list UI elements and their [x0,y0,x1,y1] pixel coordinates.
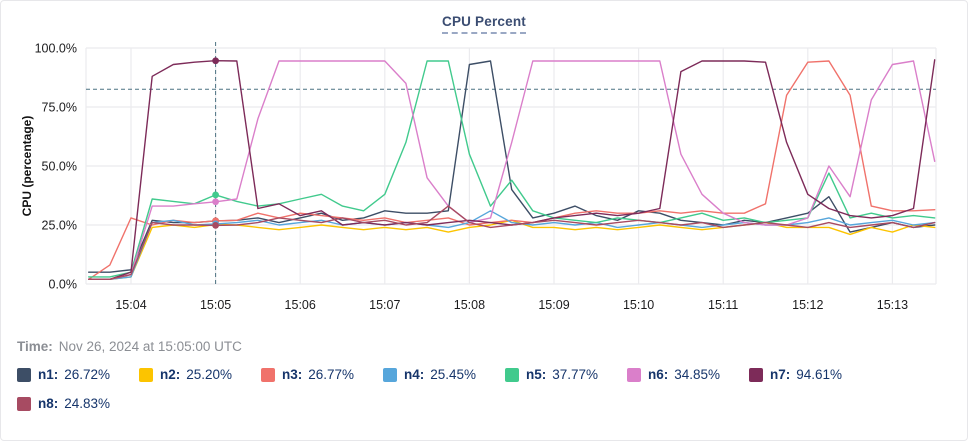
time-value: Nov 26, 2024 at 15:05:00 UTC [58,339,242,354]
legend-item-n4[interactable]: n4: 25.45% [383,365,505,384]
legend-item-n5[interactable]: n5: 37.77% [505,365,627,384]
legend-item-n2[interactable]: n2: 25.20% [139,365,261,384]
crosshair-dot-n5 [212,191,220,199]
legend-series-value: 25.45% [430,367,477,382]
legend-item-n6[interactable]: n6: 34.85% [627,365,749,384]
legend-series-value: 34.85% [674,367,721,382]
legend-series-value: 24.83% [64,396,111,411]
crosshair-dot-n6 [212,198,220,206]
legend-series-value: 26.77% [308,367,355,382]
legend-swatch-n4 [383,367,397,382]
y-tick-label: 0.0% [49,278,78,292]
legend-swatch-n5 [505,367,519,382]
chart-title-row: CPU Percent [1,13,967,34]
legend-item-n7[interactable]: n7: 94.61% [749,365,871,384]
legend-series-name: n2: [160,367,181,382]
cpu-chart[interactable]: 0.0% 25.0% 50.0% 75.0% 100.0% 15:04 15:05 15:06… [1,1,967,323]
series-line-n4 [87,210,936,280]
series-line-n6 [87,60,936,280]
series-line-n8 [87,205,936,280]
x-tick-label: 15:08 [454,298,485,312]
legend-series-name: n4: [404,367,425,382]
x-tick-label: 15:09 [538,298,569,312]
legend-swatch-n8 [17,396,31,411]
legend-series-value: 25.20% [186,367,233,382]
legend-item-n3[interactable]: n3: 26.77% [261,365,383,384]
x-tick-label: 15:04 [115,298,146,312]
legend-swatch-n3 [261,367,275,382]
x-tick-label: 15:07 [369,298,400,312]
x-tick-label: 15:10 [623,298,654,312]
legend: n1: 26.72% n2: 25.20% n3: 26.77% n4: 25.45% n5: 3… [17,365,951,413]
series-line-n3 [87,60,936,280]
time-row: Time: Nov 26, 2024 at 15:05:00 UTC [17,339,242,354]
x-tick-label: 15:06 [285,298,316,312]
chart-title[interactable]: CPU Percent [442,14,526,34]
legend-swatch-n6 [627,367,641,382]
time-label: Time: [17,339,53,354]
legend-swatch-n7 [749,367,763,382]
legend-item-n8[interactable]: n8: 24.83% [17,394,139,413]
legend-series-name: n3: [282,367,303,382]
legend-series-value: 37.77% [552,367,599,382]
legend-series-value: 94.61% [796,367,843,382]
y-tick-label: 75.0% [42,101,77,115]
legend-swatch-n1 [17,367,31,382]
legend-series-name: n6: [648,367,669,382]
crosshair-dot-n8 [212,222,220,229]
crosshair-dot-n7 [212,57,220,65]
legend-series-name: n1: [38,367,59,382]
x-tick-label: 15:13 [877,298,908,312]
x-tick-label: 15:05 [200,298,231,312]
x-tick-label: 15:12 [792,298,823,312]
y-tick-label: 100.0% [35,42,77,56]
legend-series-name: n7: [770,367,791,382]
legend-swatch-n2 [139,367,153,382]
y-tick-label: 25.0% [42,219,77,233]
legend-series-name: n8: [38,396,59,411]
legend-series-value: 26.72% [64,367,111,382]
x-tick-label: 15:11 [708,298,738,312]
y-axis-title: CPU (percentage) [20,116,34,217]
y-tick-label: 50.0% [42,160,77,174]
legend-series-name: n5: [526,367,547,382]
legend-item-n1[interactable]: n1: 26.72% [17,365,139,384]
